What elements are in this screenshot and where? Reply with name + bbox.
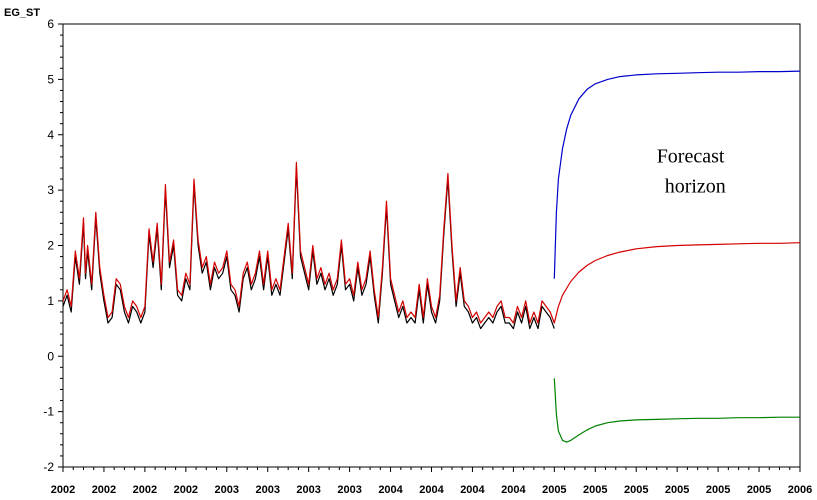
series-line-3 bbox=[553, 378, 800, 443]
x-tick-label: 2004 bbox=[501, 484, 526, 496]
y-tick-label: -2 bbox=[43, 460, 54, 474]
x-tick-label: 2005 bbox=[665, 484, 689, 496]
x-tick-label: 2005 bbox=[583, 484, 607, 496]
y-tick-label: 3 bbox=[47, 183, 54, 197]
x-tick-label: 2003 bbox=[255, 484, 279, 496]
x-tick-label: 2004 bbox=[378, 484, 403, 496]
y-tick-label: 6 bbox=[47, 17, 54, 31]
y-axis-label: EG_ST bbox=[4, 7, 40, 19]
x-tick-label: 2002 bbox=[174, 484, 198, 496]
x-tick-label: 2005 bbox=[747, 484, 771, 496]
x-tick-label: 2006 bbox=[788, 484, 812, 496]
series-line-2 bbox=[553, 70, 801, 279]
x-tick-label: 2005 bbox=[624, 484, 648, 496]
y-tick-label: 1 bbox=[47, 294, 54, 308]
x-tick-label: 2005 bbox=[542, 484, 566, 496]
annotation-line: horizon bbox=[665, 175, 726, 197]
y-tick-label: 2 bbox=[47, 239, 54, 253]
series-line-1 bbox=[62, 161, 801, 324]
x-tick-label: 2002 bbox=[133, 484, 157, 496]
x-tick-label: 2002 bbox=[92, 484, 116, 496]
y-tick-label: -1 bbox=[43, 405, 54, 419]
x-tick-label: 2003 bbox=[296, 484, 320, 496]
x-tick-label: 2004 bbox=[419, 484, 444, 496]
series-line-0 bbox=[62, 167, 555, 330]
x-tick-label: 2005 bbox=[706, 484, 730, 496]
chart-axes: -2 -1 0 1 2 3 4 5 6 2002 2002 2002 2002 2003 2003 2003 2… bbox=[43, 17, 812, 496]
forecast-horizon-annotation: Forecast horizon bbox=[657, 145, 726, 197]
y-tick-label: 4 bbox=[47, 128, 54, 142]
x-tick-label: 2003 bbox=[215, 484, 239, 496]
annotation-line: Forecast bbox=[657, 145, 725, 167]
y-tick-label: 5 bbox=[47, 72, 54, 86]
x-tick-label: 2003 bbox=[337, 484, 361, 496]
series-layer bbox=[62, 70, 801, 443]
x-tick-label: 2004 bbox=[460, 484, 485, 496]
x-tick-label: 2002 bbox=[51, 484, 75, 496]
y-tick-label: 0 bbox=[47, 349, 54, 363]
